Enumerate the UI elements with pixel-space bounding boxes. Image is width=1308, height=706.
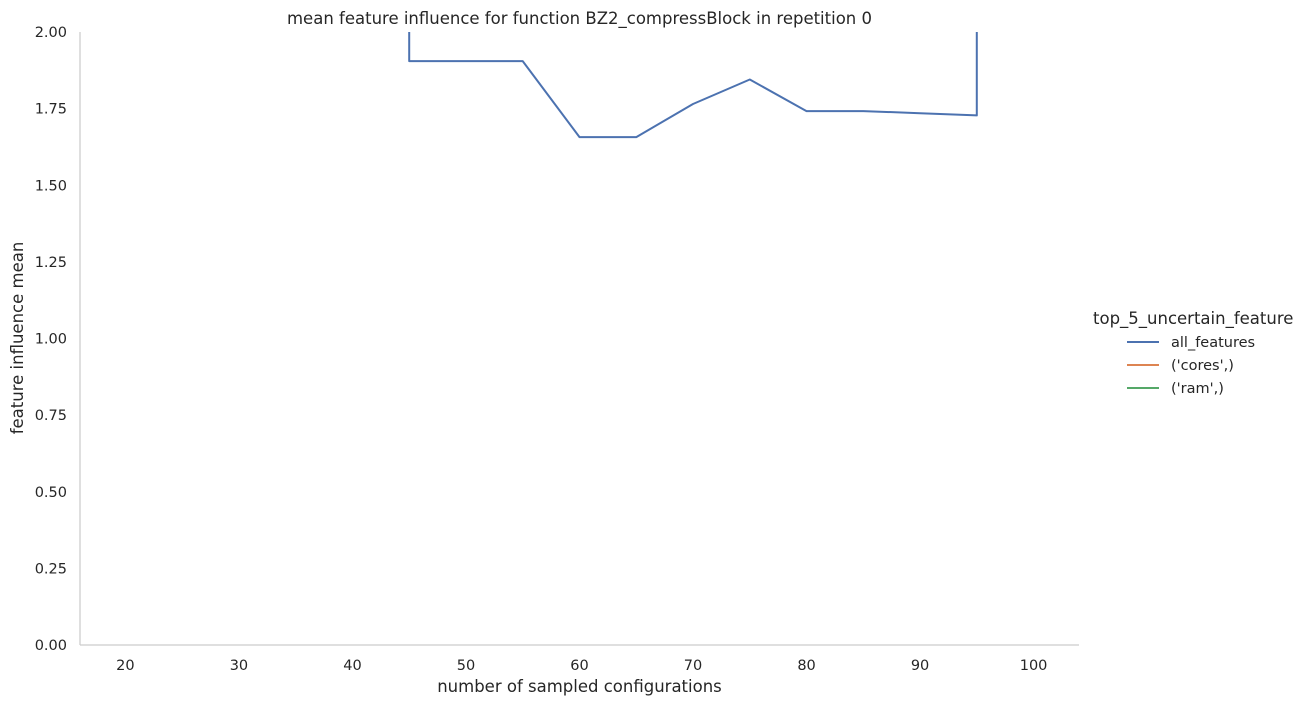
x-tick-label: 60	[570, 658, 588, 674]
y-tick-label: 1.00	[35, 332, 67, 348]
legend: top_5_uncertain_feature all_features ('co…	[1093, 309, 1293, 397]
y-tick-labels: 0.00 0.25 0.50 0.75 1.00 1.25 1.50 1.75 2.00	[35, 25, 67, 654]
x-tick-labels: 20 30 40 50 60 70 80 90 100	[116, 658, 1047, 674]
chart-title: mean feature influence for function BZ2_…	[287, 9, 872, 29]
x-tick-label: 100	[1020, 658, 1048, 674]
x-tick-label: 70	[684, 658, 702, 674]
legend-label: all_features	[1171, 335, 1255, 351]
y-tick-label: 0.50	[35, 485, 67, 501]
y-tick-label: 0.75	[35, 408, 67, 424]
legend-label: ('ram',)	[1171, 381, 1224, 397]
y-tick-label: 0.25	[35, 561, 67, 577]
x-tick-label: 20	[116, 658, 134, 674]
x-tick-label: 80	[797, 658, 815, 674]
x-tick-label: 90	[911, 658, 929, 674]
y-axis-title: feature influence mean	[8, 242, 27, 435]
y-tick-label: 0.00	[35, 638, 67, 654]
x-tick-label: 30	[230, 658, 248, 674]
legend-title: top_5_uncertain_feature	[1093, 309, 1293, 329]
series-line	[408, 32, 978, 139]
y-tick-label: 1.75	[35, 102, 67, 118]
series-layer	[408, 32, 978, 139]
y-tick-label: 1.50	[35, 178, 67, 194]
legend-items: all_features ('cores',) ('ram',)	[1127, 335, 1255, 397]
x-axis-title: number of sampled configurations	[437, 677, 722, 696]
legend-label: ('cores',)	[1171, 358, 1234, 374]
y-tick-label: 1.25	[35, 255, 67, 271]
x-tick-label: 50	[457, 658, 475, 674]
x-tick-label: 40	[343, 658, 361, 674]
y-tick-label: 2.00	[35, 25, 67, 41]
